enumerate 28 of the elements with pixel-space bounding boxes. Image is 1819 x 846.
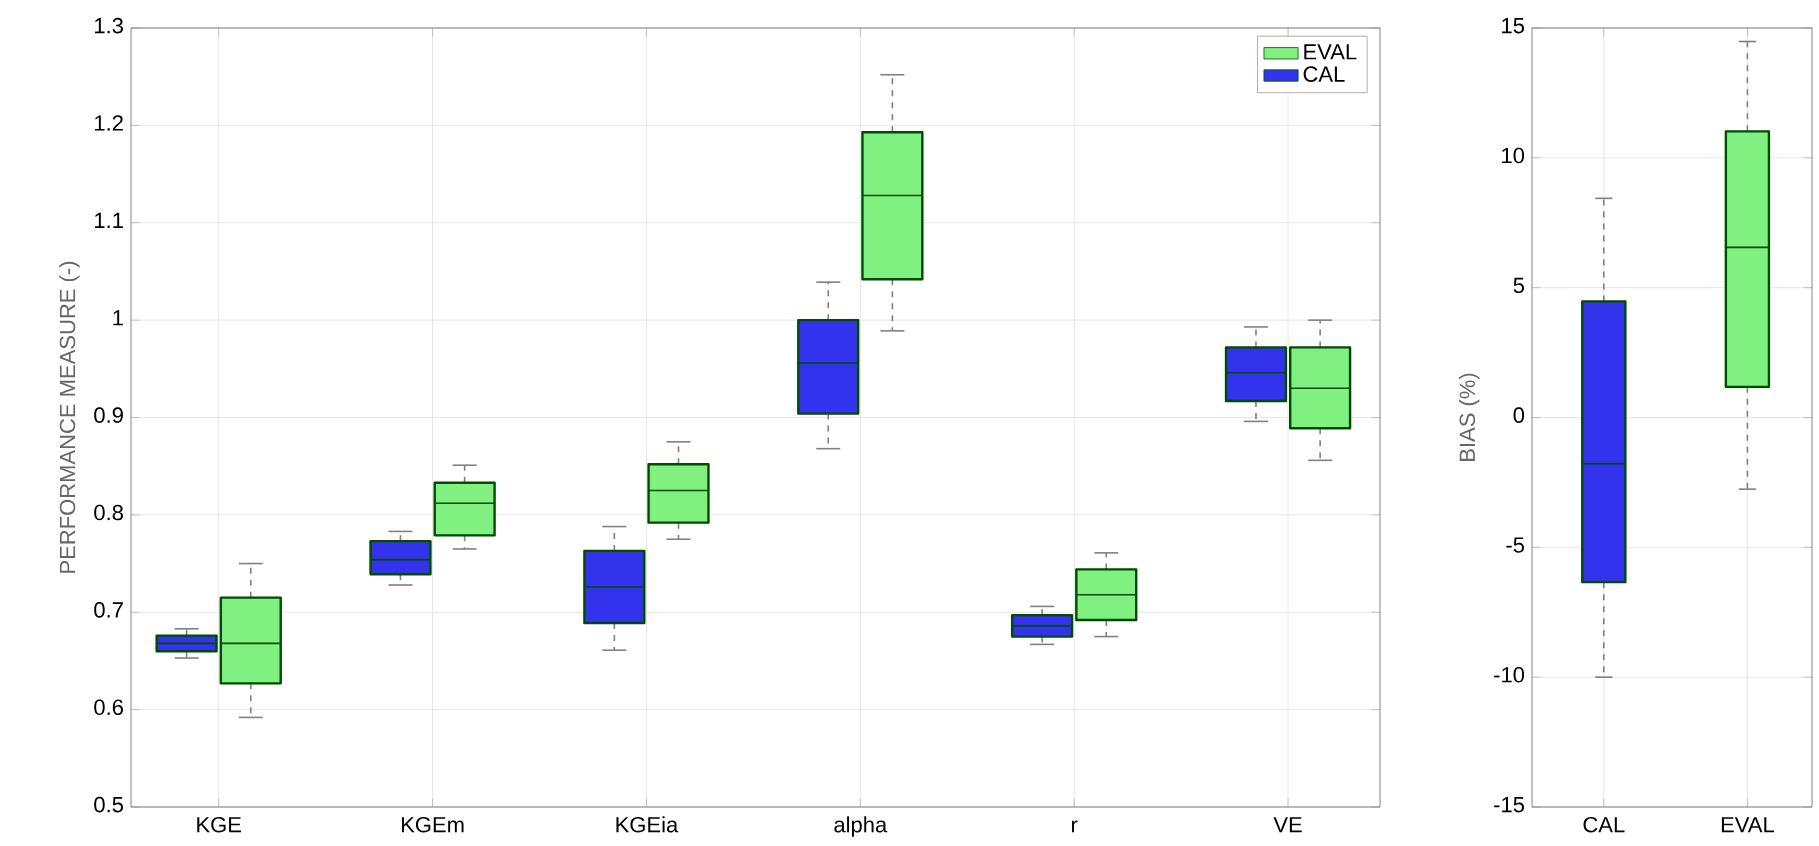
- y-tick-label: 5: [1513, 277, 1525, 294]
- y-tick-label: 0.6: [94, 699, 123, 716]
- x-tick-label: CAL: [1583, 816, 1625, 833]
- x-tick-label: KGEm: [401, 816, 464, 833]
- y-tick-label: 0.8: [94, 504, 123, 521]
- y-tick-label: 0.9: [94, 407, 123, 423]
- y-tick-label: 1.3: [95, 17, 123, 34]
- y-tick-label: 1: [113, 310, 123, 326]
- y-tick-label: 0.7: [94, 602, 123, 618]
- y-tick-label: -15: [1494, 797, 1525, 813]
- y-tick-label: 1.1: [95, 212, 123, 228]
- legend-label: CAL: [1303, 66, 1345, 82]
- legend-label: EVAL: [1304, 44, 1357, 60]
- x-tick-label: KGE: [197, 816, 241, 833]
- y-tick-label: 0.5: [94, 796, 123, 813]
- x-tick-label: VE: [1273, 817, 1302, 833]
- x-tick-label: KGEia: [616, 816, 679, 833]
- x-tick-label: EVAL: [1721, 817, 1774, 833]
- y-tick-label: 0: [1513, 407, 1525, 423]
- y-tick-label: 10: [1502, 147, 1525, 164]
- y-axis-title: PERFORMANCE MEASURE (-): [59, 261, 80, 573]
- y-tick-label: -10: [1494, 667, 1525, 683]
- y-axis-title: BIAS (%): [1458, 373, 1480, 461]
- y-tick-label: 1.2: [95, 115, 123, 131]
- y-tick-label: -5: [1506, 537, 1525, 553]
- x-tick-label: r: [1071, 820, 1078, 833]
- y-tick-label: 15: [1502, 18, 1525, 34]
- x-tick-label: alpha: [834, 816, 888, 837]
